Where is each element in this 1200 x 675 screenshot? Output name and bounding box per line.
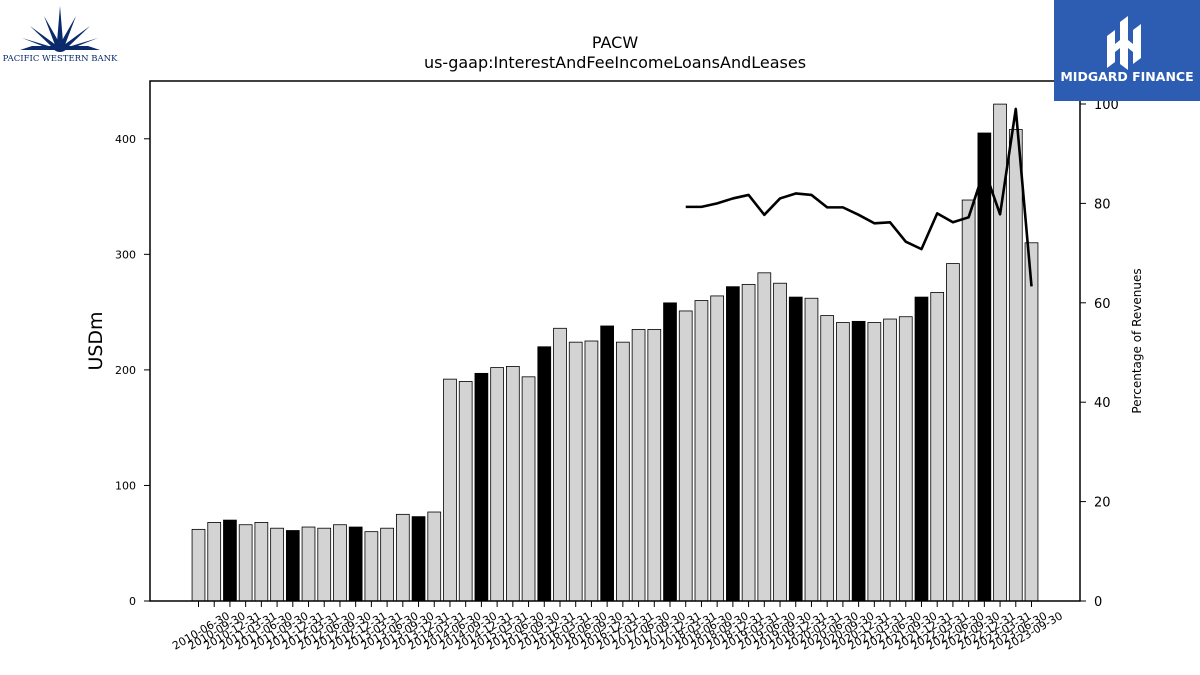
bar-2021-12-31: [914, 296, 929, 602]
bar-2022-03-31: [930, 292, 945, 602]
y2-tick-label: 0: [1094, 595, 1102, 610]
bar-2022-12-31: [977, 132, 992, 602]
bar-2016-06-30: [568, 341, 583, 602]
bar-2016-12-31: [600, 325, 614, 602]
y-tick-label: 100: [115, 479, 136, 492]
bar-2021-03-31: [867, 322, 882, 602]
bar-2013-09-30: [395, 513, 410, 602]
bar-2015-09-30: [521, 376, 536, 602]
bar-2014-09-30: [458, 381, 473, 602]
bar-2013-06-30: [380, 527, 394, 602]
y-axis-label: USDm: [85, 311, 107, 370]
bar-2022-06-30: [946, 263, 960, 602]
bar-2023-09-30: [1024, 242, 1039, 602]
chart-title: PACW: [592, 33, 638, 52]
bars-group: [191, 103, 1039, 602]
bar-2021-06-30: [883, 318, 897, 602]
bar-2011-06-30: [254, 522, 269, 602]
bar-2018-12-31: [726, 286, 740, 602]
y-axis-left: 0 100 200 300 400: [115, 133, 150, 608]
bar-2019-03-31: [741, 283, 756, 602]
bar-2010-06-30: [191, 528, 206, 602]
sunburst-icon: [20, 6, 100, 52]
y-tick-label: 300: [115, 248, 136, 261]
y2-tick-label: 100: [1094, 98, 1119, 113]
y-tick-label: 200: [115, 364, 136, 377]
bar-2017-09-30: [647, 329, 662, 602]
bar-2020-12-31: [851, 320, 866, 602]
bar-2017-06-30: [631, 329, 646, 602]
bar-2014-06-30: [443, 378, 457, 602]
bar-2013-12-31: [411, 516, 426, 602]
bar-2012-09-30: [333, 524, 347, 602]
bar-2010-12-31: [223, 519, 237, 602]
bar-2017-03-31: [616, 341, 630, 602]
bar-2015-03-31: [490, 367, 504, 602]
y2-axis-label: Percentage of Revenues: [1130, 268, 1144, 413]
bar-2017-12-31: [663, 302, 677, 602]
right-logo-text: MIDGARD FINANCE: [1060, 69, 1193, 84]
bar-2020-09-30: [836, 322, 850, 602]
bar-2023-06-30: [1008, 129, 1023, 602]
bar-2020-03-31: [804, 297, 819, 602]
bar-2011-12-31: [285, 530, 300, 602]
bar-2014-03-31: [427, 511, 442, 602]
left-logo-text: PACIFIC WESTERN BANK: [3, 54, 118, 64]
pacific-western-bank-logo: PACIFIC WESTERN BANK: [3, 6, 118, 64]
bar-2013-03-31: [364, 531, 379, 602]
y-tick-label: 400: [115, 133, 136, 146]
y-axis-right: 0 20 40 60 80 100: [1080, 98, 1119, 610]
bar-2021-09-30: [898, 316, 913, 602]
bar-2016-03-31: [553, 327, 567, 602]
bar-2019-06-30: [757, 272, 772, 602]
line-group: [685, 107, 1033, 287]
plot-frame: [149, 80, 1081, 602]
y2-tick-label: 60: [1094, 297, 1111, 312]
bar-2019-12-31: [788, 296, 803, 602]
bar-2014-12-31: [474, 372, 489, 602]
y-tick-label: 0: [129, 595, 136, 608]
bar-2019-09-30: [773, 282, 787, 602]
chart-subtitle: us-gaap:InterestAndFeeIncomeLoansAndLeas…: [424, 53, 806, 72]
bar-2012-03-31: [301, 526, 316, 602]
bar-2018-06-30: [694, 300, 709, 602]
bar-2022-09-30: [961, 199, 976, 602]
bar-2018-03-31: [678, 310, 693, 602]
midgard-mark-icon: [1107, 16, 1141, 70]
bar-2011-09-30: [270, 527, 284, 602]
y2-tick-label: 80: [1094, 197, 1111, 212]
x-axis: 2010-06-302010-09-302010-12-312011-03-31…: [170, 601, 1065, 653]
y2-tick-label: 20: [1094, 496, 1111, 511]
bar-2015-06-30: [505, 366, 520, 602]
bar-2015-12-31: [537, 346, 552, 602]
bar-2012-06-30: [317, 527, 332, 602]
bar-2012-12-31: [348, 526, 363, 602]
bar-2016-09-30: [584, 340, 599, 602]
bar-2020-06-30: [820, 315, 835, 602]
midgard-finance-logo: MIDGARD FINANCE: [1054, 0, 1200, 101]
bar-2018-09-30: [710, 295, 725, 602]
bar-2010-09-30: [207, 522, 222, 602]
bar-2011-03-31: [238, 524, 253, 602]
y2-tick-label: 40: [1094, 396, 1111, 411]
